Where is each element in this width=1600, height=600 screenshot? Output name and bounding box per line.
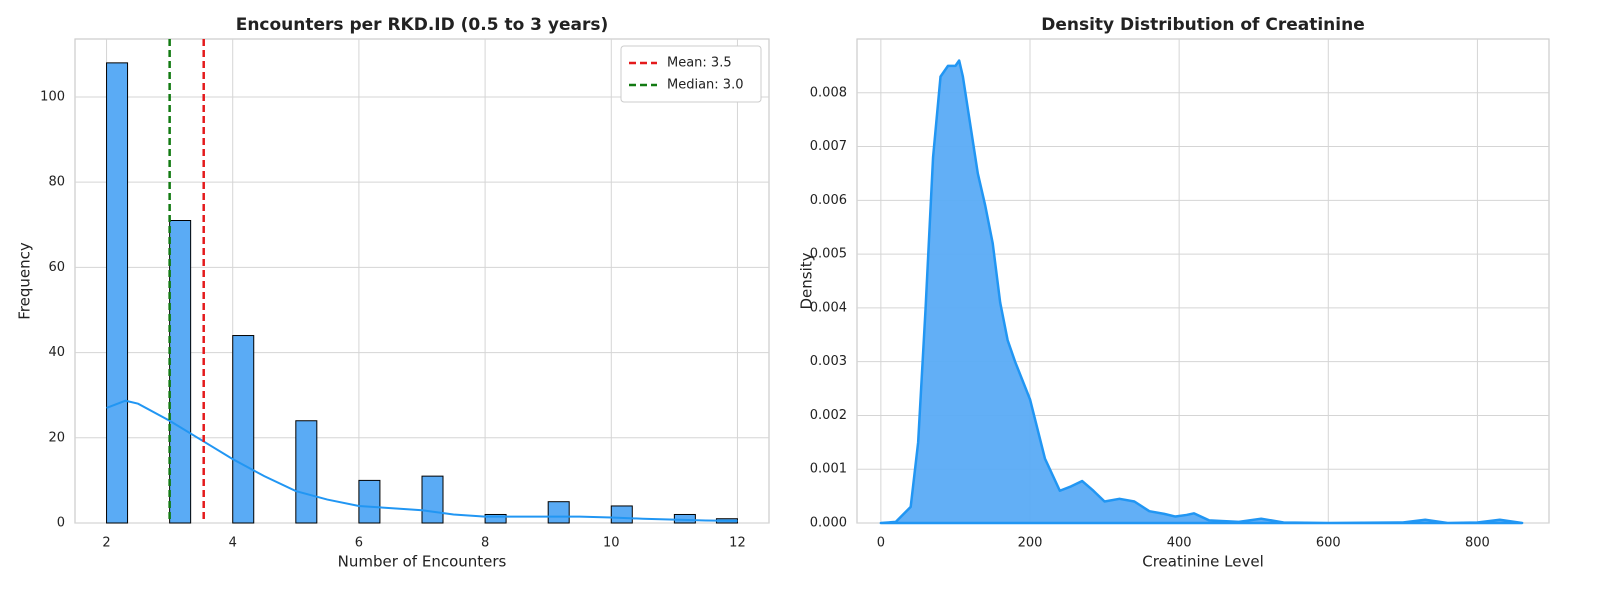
bar <box>169 220 192 524</box>
x-tick-label: 8 <box>481 536 489 551</box>
chart-title: Encounters per RKD.ID (0.5 to 3 years) <box>236 15 609 35</box>
y-tick-label: 0.000 <box>810 516 847 531</box>
x-axis-label: Creatinine Level <box>1142 553 1264 571</box>
bar <box>547 501 570 524</box>
legend-label: Mean: 3.5 <box>667 56 732 71</box>
y-tick-label: 0 <box>57 516 65 531</box>
y-tick-label: 80 <box>48 175 65 190</box>
y-tick-label: 0.004 <box>810 300 847 315</box>
y-tick-label: 0.006 <box>810 193 847 208</box>
legend-box <box>620 45 762 103</box>
y-tick-label: 60 <box>48 260 65 275</box>
y-tick-label: 0.007 <box>810 139 847 154</box>
bar <box>484 513 507 524</box>
legend-label: Median: 3.0 <box>667 78 743 93</box>
y-tick-label: 0.002 <box>810 408 847 423</box>
density-area <box>879 59 1524 525</box>
bar <box>358 479 381 524</box>
y-tick-label: 40 <box>48 345 65 360</box>
x-tick-label: 600 <box>1316 536 1341 551</box>
bar <box>106 62 129 524</box>
y-axis-label: Density <box>798 252 816 309</box>
bar <box>610 505 633 524</box>
x-axis-label: Number of Encounters <box>338 553 507 571</box>
x-tick-label: 4 <box>229 536 237 551</box>
x-tick-label: 6 <box>355 536 363 551</box>
bar <box>295 420 318 524</box>
x-tick-label: 800 <box>1465 536 1490 551</box>
bar <box>232 335 255 524</box>
x-tick-label: 400 <box>1167 536 1192 551</box>
kde-line <box>106 399 738 522</box>
bar <box>421 475 444 524</box>
panel: 0 20 40 60 80 100 2 4 6 8 10 12 Encounters per RKD.I… <box>16 15 770 571</box>
panel: 0.000 0.001 0.002 0.003 0.004 0.005 0.006 0.007… <box>798 15 1550 571</box>
y-tick-label: 0.008 <box>810 85 847 100</box>
x-tick-label: 10 <box>603 536 620 551</box>
x-tick-label: 12 <box>729 536 746 551</box>
y-tick-label: 0.001 <box>810 462 847 477</box>
y-tick-label: 20 <box>48 430 65 445</box>
x-tick-label: 2 <box>102 536 110 551</box>
y-tick-label: 0.003 <box>810 354 847 369</box>
x-tick-label: 200 <box>1018 536 1043 551</box>
y-axis-label: Frequency <box>16 242 34 320</box>
y-tick-label: 0.005 <box>810 247 847 262</box>
chart-title: Density Distribution of Creatinine <box>1041 15 1365 35</box>
x-tick-label: 0 <box>877 536 885 551</box>
y-tick-label: 100 <box>40 89 65 104</box>
